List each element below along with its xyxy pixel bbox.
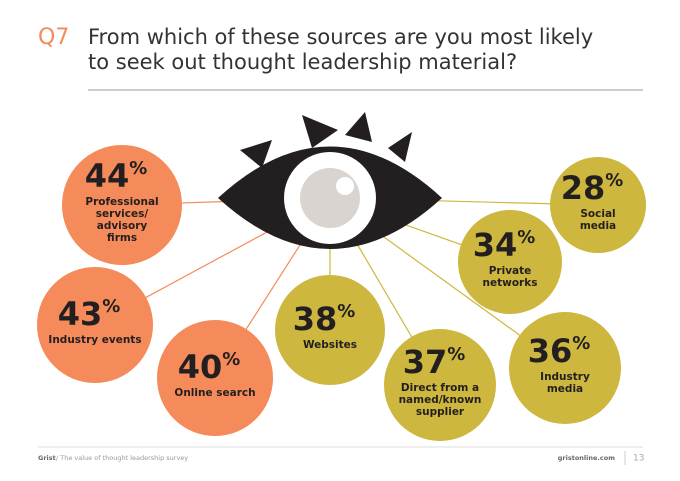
- percent: 44%: [85, 157, 148, 195]
- percent: 28%: [561, 169, 624, 207]
- percent-unit: %: [102, 296, 120, 317]
- percent: 43%: [58, 295, 121, 333]
- question-number: Q7: [38, 25, 69, 50]
- bubble-label: media: [580, 220, 616, 232]
- percent: 40%: [178, 348, 241, 386]
- bubble-label: media: [547, 383, 583, 395]
- bubble: [37, 267, 153, 383]
- bubble: [62, 145, 182, 265]
- bubble: [384, 329, 496, 441]
- bubble-label: Social: [580, 208, 615, 220]
- lash: [302, 115, 338, 148]
- title-line: From which of these sources are you most…: [88, 25, 593, 49]
- lash: [345, 112, 372, 142]
- bubble-label: Direct from a: [401, 382, 479, 394]
- eye: [218, 112, 442, 249]
- percent-unit: %: [572, 333, 590, 354]
- bubble-label: Websites: [303, 339, 357, 351]
- bubble-label: named/known: [399, 394, 482, 406]
- percent-unit: %: [222, 349, 240, 370]
- bubble: [550, 157, 646, 253]
- percent-unit: %: [129, 158, 147, 179]
- footer-site: gristonline.com: [558, 454, 615, 462]
- footer-subtitle: / The value of thought leadership survey: [56, 454, 188, 462]
- percent: 36%: [528, 332, 591, 370]
- highlight: [336, 177, 354, 195]
- bubble: [157, 320, 273, 436]
- percent-value: 28: [561, 169, 606, 207]
- page-number: 13: [633, 454, 644, 464]
- lash: [388, 132, 412, 162]
- pupil: [300, 168, 360, 228]
- percent-value: 36: [528, 332, 573, 370]
- bubble-label: Industry events: [48, 334, 141, 346]
- bubble-label: firms: [107, 232, 137, 244]
- percent-value: 38: [293, 300, 338, 338]
- percent-value: 44: [85, 157, 130, 195]
- bubble-label: networks: [483, 277, 538, 289]
- bubble-label: Professional: [85, 196, 158, 208]
- percent: 34%: [473, 226, 536, 264]
- bubble-label: Private: [489, 265, 532, 277]
- bubble-label: services/: [96, 208, 149, 220]
- percent-unit: %: [337, 301, 355, 322]
- percent: 38%: [293, 300, 356, 338]
- lash: [240, 140, 272, 168]
- percent-unit: %: [447, 344, 465, 365]
- footer-brand: Grist: [38, 454, 56, 462]
- bubble: [509, 312, 621, 424]
- percent-value: 43: [58, 295, 103, 333]
- bubble-label: supplier: [416, 406, 465, 418]
- title-line: to seek out thought leadership material?: [88, 50, 517, 74]
- percent-unit: %: [517, 227, 535, 248]
- percent: 37%: [403, 343, 466, 381]
- percent-value: 40: [178, 348, 223, 386]
- bubble: [275, 275, 385, 385]
- bubble-label: Industry: [540, 371, 590, 383]
- bubble-label: Online search: [174, 387, 255, 399]
- bubble: [458, 210, 562, 314]
- percent-value: 37: [403, 343, 448, 381]
- percent-unit: %: [605, 170, 623, 191]
- percent-value: 34: [473, 226, 518, 264]
- bubble-label: advisory: [97, 220, 148, 232]
- bubbles: 44%Professionalservices/advisoryfirms43%…: [37, 145, 646, 441]
